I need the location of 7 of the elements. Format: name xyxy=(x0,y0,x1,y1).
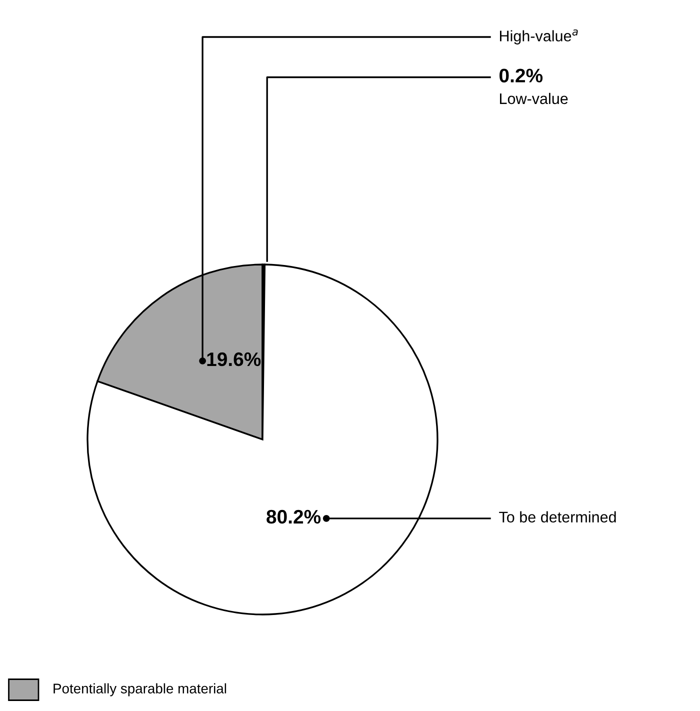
slice-label: To be determined xyxy=(499,511,616,523)
data-label: 19.6% xyxy=(207,352,261,366)
slice-label: Low-value xyxy=(500,92,568,104)
data-label: 0.2% xyxy=(500,68,543,82)
text: Potentially sparable material xyxy=(54,683,226,696)
data-label: 80.2% xyxy=(266,510,321,524)
slice-label: High-value$^{a}$ xyxy=(500,29,578,44)
